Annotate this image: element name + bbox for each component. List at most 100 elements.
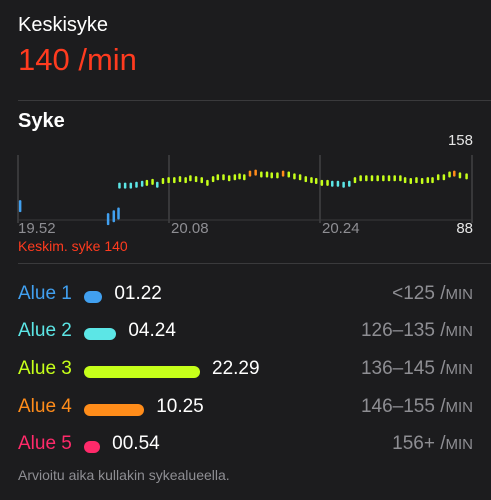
heart-rate-point	[167, 177, 170, 184]
heart-rate-point	[420, 178, 424, 184]
zone-row-1: Alue 1 01.22 <125 /MIN	[18, 283, 473, 317]
heart-rate-point	[431, 177, 434, 184]
heart-rate-point	[227, 175, 231, 182]
heart-rate-point	[156, 181, 159, 188]
heart-rate-point	[376, 175, 379, 182]
zone-row-2: Alue 2 04.24 126–135 /MIN	[18, 320, 473, 354]
x-tick-label: 19.52	[18, 220, 56, 237]
heart-rate-point	[135, 181, 138, 188]
heart-rate-point	[189, 175, 192, 182]
average-heart-rate-value: 140 /min	[18, 42, 137, 77]
zone-bar	[84, 366, 200, 378]
heart-rate-point	[216, 174, 220, 181]
heart-rate-point	[151, 178, 154, 185]
zone-name: Alue 5	[18, 433, 72, 454]
heart-rate-point	[123, 182, 127, 189]
heart-rate-point	[348, 180, 351, 187]
heart-rate-point	[436, 174, 440, 181]
heart-rate-point	[254, 169, 257, 176]
heart-rate-point	[276, 172, 279, 179]
heart-rate-point	[222, 174, 225, 181]
heart-rate-point	[233, 174, 237, 181]
zone-range: 146–155 /MIN	[360, 396, 473, 417]
heart-rate-chart[interactable]	[0, 125, 491, 235]
heart-rate-point	[161, 178, 165, 184]
heart-rate-point	[184, 177, 187, 184]
heart-rate-point	[18, 200, 22, 213]
heart-rate-point	[326, 179, 329, 186]
heart-rate-point	[243, 174, 246, 181]
heart-rate-point	[118, 182, 121, 189]
heart-rate-point	[238, 173, 241, 180]
heart-rate-point	[206, 179, 209, 186]
zone-row-4: Alue 4 10.25 146–155 /MIN	[18, 396, 473, 430]
heart-rate-point	[145, 179, 149, 186]
heart-rate-point	[248, 170, 252, 177]
heart-rate-point	[442, 174, 446, 181]
heart-rate-point	[336, 180, 340, 187]
zone-bar	[84, 441, 101, 453]
heart-rate-point	[382, 175, 385, 182]
heart-rate-point	[178, 176, 182, 183]
zone-row-5: Alue 5 00.54 156+ /MIN	[18, 433, 473, 467]
chart-max-label: 158	[447, 132, 473, 149]
zone-bar	[84, 291, 103, 303]
heart-rate-point	[331, 180, 334, 187]
heart-rate-point	[426, 177, 430, 184]
zone-time: 22.29	[212, 358, 260, 379]
zone-name: Alue 1	[18, 283, 72, 304]
heart-rate-point	[194, 176, 198, 183]
zone-time: 04.24	[128, 320, 176, 341]
chart-min-label: 88	[456, 220, 473, 237]
heart-rate-point	[265, 171, 269, 178]
heart-rate-point	[393, 175, 396, 182]
zone-name: Alue 4	[18, 396, 72, 417]
average-heart-rate-label: Keskisyke	[18, 14, 109, 36]
chart-points	[18, 169, 468, 226]
zone-time: 01.22	[114, 283, 162, 304]
heart-rate-point	[260, 171, 263, 178]
divider	[18, 100, 491, 101]
heart-rate-point	[140, 180, 144, 187]
chart-average-caption: Keskim. syke 140	[18, 238, 128, 254]
heart-rate-point	[448, 171, 451, 178]
heart-rate-point	[353, 177, 357, 184]
x-tick-label: 20.24	[322, 220, 360, 237]
heart-rate-point	[403, 177, 407, 184]
heart-rate-point	[453, 170, 456, 177]
heart-rate-point	[310, 177, 313, 184]
heart-rate-point	[211, 176, 215, 183]
x-tick-label: 20.08	[171, 220, 209, 237]
heart-rate-point	[359, 175, 362, 182]
zone-range: <125 /MIN	[392, 283, 473, 304]
heart-rate-point	[117, 207, 120, 220]
heart-rate-point	[287, 171, 291, 178]
heart-rate-point	[314, 178, 318, 184]
heart-rate-point	[320, 179, 324, 186]
divider	[18, 263, 491, 264]
heart-rate-point	[465, 173, 468, 180]
zone-range: 156+ /MIN	[392, 433, 473, 454]
heart-rate-point	[370, 175, 374, 182]
heart-rate-point	[409, 178, 413, 184]
heart-rate-point	[281, 170, 285, 177]
zone-range: 136–145 /MIN	[360, 358, 473, 379]
heart-rate-point	[173, 177, 176, 184]
zone-time: 00.54	[112, 433, 160, 454]
heart-rate-point	[342, 181, 345, 188]
heart-rate-point	[415, 177, 418, 184]
heart-rate-point	[293, 173, 296, 180]
heart-rate-point	[200, 177, 203, 184]
zone-range: 126–135 /MIN	[360, 320, 473, 341]
heart-rate-point	[399, 175, 402, 182]
zone-name: Alue 3	[18, 358, 72, 379]
heart-rate-point	[387, 175, 391, 182]
heart-rate-point	[365, 175, 368, 182]
zone-row-3: Alue 3 22.29 136–145 /MIN	[18, 358, 473, 392]
zone-bar	[84, 404, 145, 416]
zone-time: 10.25	[156, 396, 204, 417]
heart-rate-point	[270, 172, 273, 179]
heart-rate-point	[298, 174, 302, 181]
footer-note: Arvioitu aika kullakin sykealueella.	[18, 467, 230, 483]
heart-rate-point	[112, 210, 116, 223]
